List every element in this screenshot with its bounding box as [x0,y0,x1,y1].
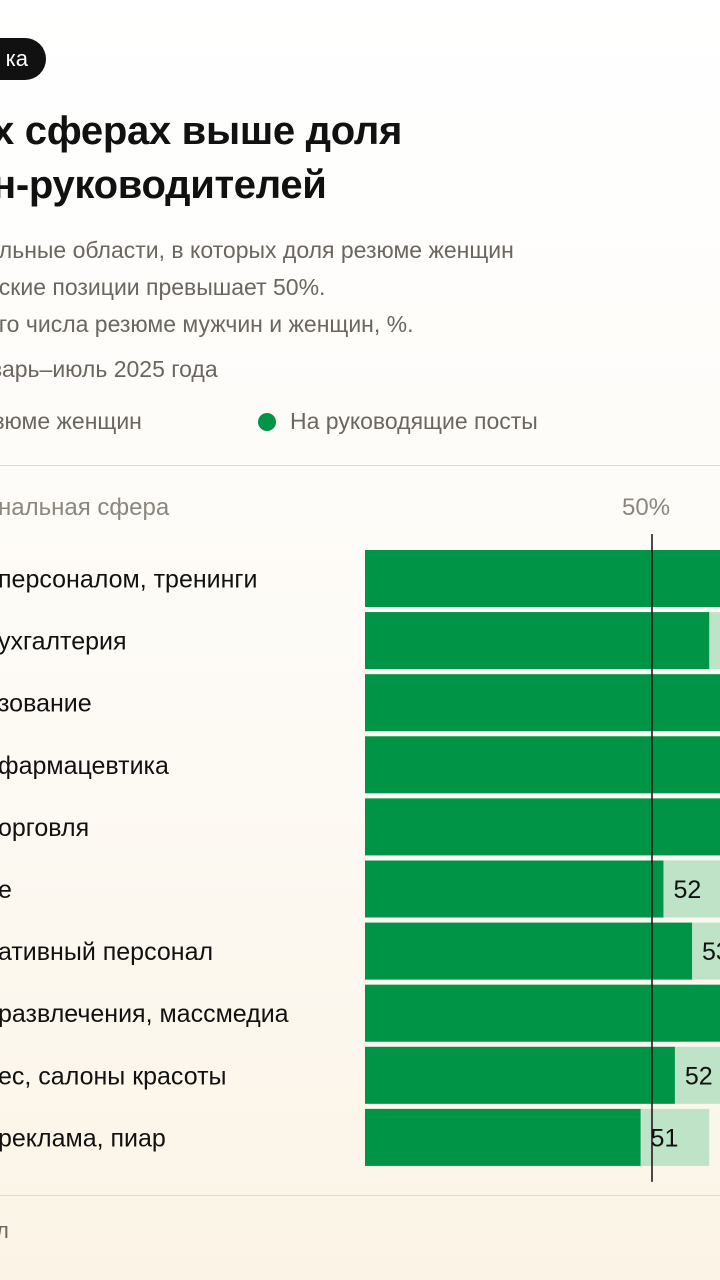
bar-leaders [365,1046,675,1104]
category-badge: ка [0,38,46,80]
category-label: фармацевтика [0,752,169,780]
legend-item-total: зюме женщин [0,408,142,435]
legend-item-leaders: На руководящие посты [258,408,538,435]
top-divider [0,465,720,466]
category-label: орговля [0,814,89,842]
bar-leaders [365,1108,641,1166]
period-label: варь–июль 2025 года [0,356,218,382]
column-header: нальная сфера [0,494,170,521]
category-label: ативный персонал [0,938,213,966]
legend: зюме женщин На руководящие посты [0,408,720,440]
category-label: ухгалтерия [0,628,127,656]
category-label: зование [0,690,92,718]
data-label: 53 [702,938,720,966]
chart-title: х сферах выше доля н-руководителей [0,109,402,207]
category-label: ес, салоны красоты [0,1062,227,1090]
category-label: реклама, пиар [0,1124,166,1152]
bar-leaders [365,798,720,856]
legend-label-leaders: На руководящие посты [290,408,538,434]
data-label: 52 [685,1062,713,1090]
bar-leaders [365,674,720,732]
chart-subtitle: альные области, в которых доля резюме же… [0,237,514,337]
bar-leaders [365,736,720,794]
bar-leaders [365,860,664,918]
legend-dot-icon [258,413,276,431]
category-label: персоналом, тренинги [0,566,258,594]
bar-leaders [365,922,693,980]
bar-leaders [365,984,720,1042]
reference-line-label: 50% [622,494,671,521]
legend-label-total: зюме женщин [0,408,142,434]
data-label: 51 [651,1124,679,1152]
footer-mark: л [0,1218,9,1243]
bar-leaders [365,550,720,607]
data-label: 52 [673,876,701,904]
bar-leaders [365,612,710,670]
category-label: развлечения, массмедиа [0,1000,289,1028]
bottom-divider [0,1195,720,1196]
category-label: е [0,876,12,904]
